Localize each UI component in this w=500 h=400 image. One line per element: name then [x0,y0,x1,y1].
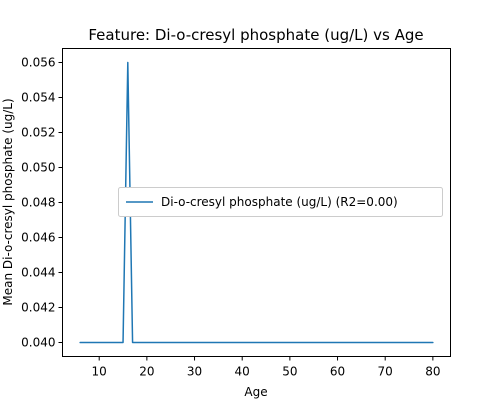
x-tick-label: 10 [92,365,107,379]
y-tick-label: 0.050 [21,161,55,175]
legend-entry: Di-o-cresyl phosphate (ug/L) (R2=0.00) [161,195,398,209]
y-tick-label: 0.052 [21,126,55,140]
legend-box [118,187,443,217]
y-tick-label: 0.054 [21,91,55,105]
x-tick-label: 60 [330,365,345,379]
x-tick-label: 70 [378,365,393,379]
y-tick-label: 0.048 [21,196,55,210]
x-tick-label: 40 [235,365,250,379]
y-tick-label: 0.044 [21,266,55,280]
y-tick-label: 0.046 [21,231,55,245]
y-axis-label: Mean Di-o-cresyl phosphate (ug/L) [1,98,15,305]
x-axis-label: Age [244,385,267,399]
y-axis: 0.040 0.042 0.044 0.046 0.048 0.050 0.052 0.054… [21,56,63,350]
legend: Di-o-cresyl phosphate (ug/L) (R2=0.00) [118,187,443,217]
x-tick-label: 80 [425,365,440,379]
x-tick-label: 20 [139,365,154,379]
y-tick-label: 0.040 [21,336,55,350]
chart-title: Feature: Di-o-cresyl phosphate (ug/L) vs… [88,26,423,44]
y-tick-label: 0.056 [21,56,55,70]
series-layer [79,61,434,344]
y-tick-label: 0.042 [21,301,55,315]
x-tick-label: 30 [187,365,202,379]
series-line [79,61,434,344]
x-tick-label: 50 [282,365,297,379]
x-axis: 10 20 30 40 50 60 70 80 [92,356,441,379]
